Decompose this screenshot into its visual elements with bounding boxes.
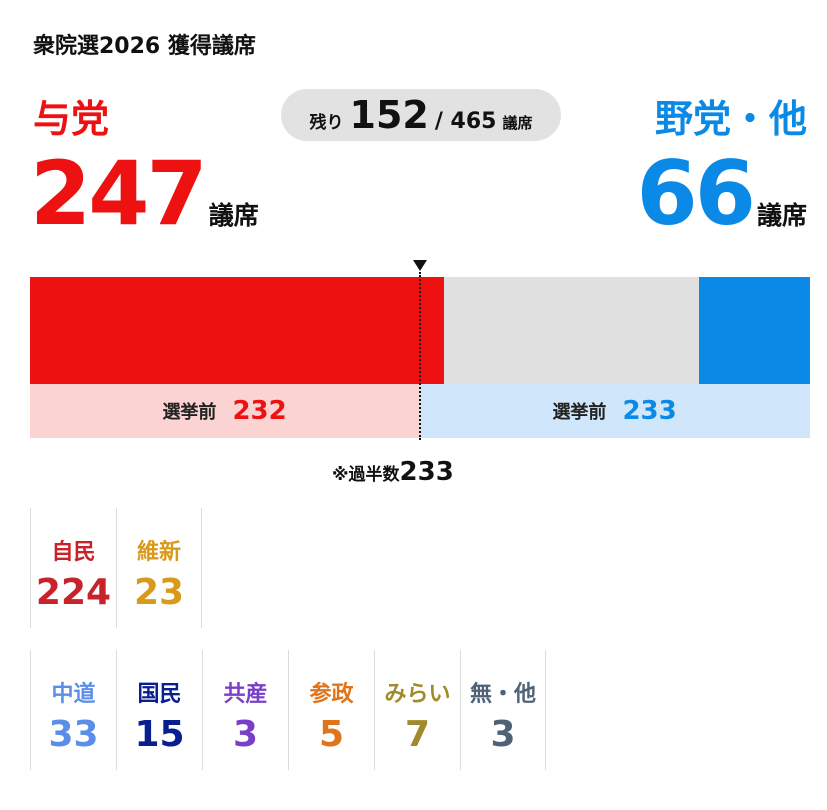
party-cell: 国民 15 [116,650,202,770]
party-name: 中道 [51,682,96,707]
majority-label: ※過半数 [332,465,400,485]
opposition-seat-unit: 議席 [756,201,807,230]
party-cell: 共産 3 [202,650,288,770]
majority-marker-icon [413,260,427,271]
party-name: 自民 [51,540,96,565]
page-title: 衆院選2026 獲得議席 [33,34,256,59]
before-election-bar: 選挙前 232 選挙前 233 [30,384,810,438]
party-seat-count: 33 [48,714,99,755]
party-name: みらい [384,682,451,707]
remaining-seats-badge: 残り 152 / 465 議席 [281,89,561,141]
party-seat-count: 23 [133,572,185,613]
ruling-bar-segment [30,277,445,384]
party-cell: 参政 5 [288,650,374,770]
opposition-party-list: 中道 33 国民 15 共産 3 参政 5 みらい 7 無・他 3 [30,650,546,770]
party-name: 無・他 [469,682,536,707]
opposition-label: 野党・他 [654,97,807,141]
party-seat-count: 3 [490,714,516,755]
ruling-seats: 247 議席 [30,150,259,238]
majority-line [419,272,421,440]
opposition-before-value: 233 [622,396,677,426]
party-name: 維新 [136,540,181,565]
ruling-before-value: 232 [232,396,287,426]
party-seat-count: 5 [318,714,345,755]
opposition-seat-count: 66 [636,142,756,245]
opposition-before-label: 選挙前 [552,402,607,423]
ruling-seat-count: 247 [30,142,208,245]
party-cell: 自民 224 [30,508,116,628]
party-cell: 中道 33 [30,650,116,770]
ruling-party-list: 自民 224 維新 23 [30,508,202,628]
party-name: 参政 [309,682,354,707]
ruling-before-label: 選挙前 [162,402,217,423]
party-name: 共産 [223,682,268,707]
remaining-unit: 議席 [502,114,533,132]
party-cell: 維新 23 [116,508,202,628]
party-cell: 無・他 3 [460,650,546,770]
party-seat-count: 7 [404,714,431,755]
remaining-label: 残り [309,113,344,133]
remaining-total: / 465 [434,109,497,134]
opposition-before-segment: 選挙前 233 [419,384,810,438]
opposition-bar-segment [699,277,810,384]
party-cell: みらい 7 [374,650,460,770]
ruling-label: 与党 [33,97,110,141]
party-seat-count: 224 [35,572,112,613]
majority-note: ※過半数 233 [332,457,454,487]
majority-value: 233 [399,457,454,487]
remaining-value: 152 [349,93,429,137]
party-seat-count: 3 [232,714,259,755]
party-seat-count: 15 [134,714,185,755]
ruling-seat-unit: 議席 [208,201,259,230]
ruling-before-segment: 選挙前 232 [30,384,420,438]
opposition-seats: 66 議席 [637,150,807,238]
party-name: 国民 [137,682,182,707]
